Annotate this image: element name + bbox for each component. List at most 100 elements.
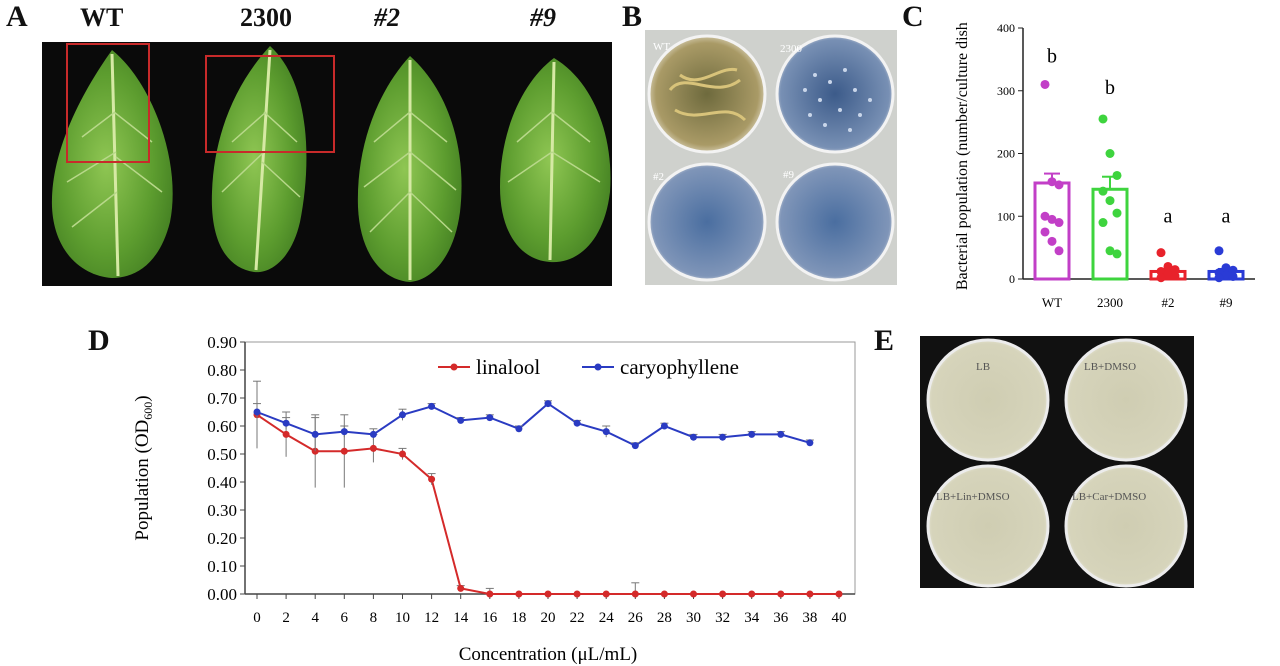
x-tick-label: 8 (370, 610, 378, 626)
dish-label-wt: WT (653, 41, 670, 53)
data-point-caryophyllene (282, 419, 290, 427)
legend-label: linalool (476, 355, 540, 379)
x-tick-label: 6 (341, 610, 349, 626)
dish-label-lb-car-dmso: LB+Car+DMSO (1072, 491, 1146, 503)
data-point-caryophyllene (428, 402, 436, 410)
data-point (1047, 236, 1057, 246)
y-tick-label: 0.10 (207, 557, 237, 576)
data-point-linalool (282, 430, 290, 438)
data-point-linalool (486, 590, 494, 598)
data-point (1040, 211, 1050, 221)
leaf-2300 (211, 46, 307, 273)
x-tick-label: 28 (657, 610, 672, 626)
panel-label-a: A (6, 0, 28, 33)
dish-lb (926, 338, 1050, 462)
y-tick-label: 0.60 (207, 417, 237, 436)
data-point-linalool (631, 590, 639, 598)
x-tick-label: WT (1042, 295, 1062, 310)
dish-2300 (775, 34, 895, 154)
data-point-caryophyllene (719, 433, 727, 441)
data-point-caryophyllene (457, 416, 465, 424)
dish-label-lb-dmso: LB+DMSO (1084, 361, 1136, 373)
data-point-caryophyllene (515, 425, 523, 433)
data-point (1221, 263, 1231, 273)
data-point-linalool (515, 590, 523, 598)
y-tick-label: 0.70 (207, 389, 237, 408)
data-point (1040, 227, 1050, 237)
y-tick-label: 0.20 (207, 529, 237, 548)
data-point-linalool (719, 590, 727, 598)
data-point (1047, 214, 1057, 224)
panel-label-d: D (88, 324, 110, 357)
data-point (1105, 149, 1115, 158)
data-point-caryophyllene (602, 428, 610, 436)
legend-marker (594, 363, 602, 371)
x-tick-label: 2 (282, 610, 290, 626)
significance-letter: b (1047, 46, 1057, 68)
data-point-linalool (602, 590, 610, 598)
data-point (1054, 218, 1064, 228)
y-tick-label: 0.90 (207, 333, 237, 352)
data-point-linalool (660, 590, 668, 598)
data-point (1214, 246, 1224, 256)
dish-9 (775, 162, 895, 282)
data-point (1112, 249, 1122, 259)
x-tick-label: 4 (311, 610, 319, 626)
data-point-linalool (777, 590, 785, 598)
data-point-caryophyllene (369, 430, 377, 438)
data-point-caryophyllene (748, 430, 756, 438)
y-tick-label: 0.80 (207, 361, 237, 380)
column-label-2300: 2300 (240, 3, 292, 32)
x-tick-label: 34 (744, 610, 760, 626)
significance-letter: a (1164, 206, 1173, 228)
panel-label-c: C (902, 0, 924, 33)
x-tick-label: 32 (715, 610, 730, 626)
highlight-box-wt (66, 43, 150, 163)
data-point (1221, 270, 1231, 280)
data-point (1054, 246, 1064, 256)
data-point (1112, 208, 1122, 218)
legend-label: caryophyllene (620, 355, 739, 379)
dish-lb-lin-dmso (926, 464, 1050, 588)
data-point-linalool (399, 450, 406, 458)
data-point (1098, 114, 1108, 124)
data-point-caryophyllene (573, 419, 581, 427)
data-point-linalool (428, 475, 436, 483)
y-tick-label: 0.40 (207, 473, 237, 492)
y-tick-label: 0 (1009, 272, 1015, 286)
data-point-linalool (748, 590, 756, 598)
bar-WT (1033, 181, 1071, 281)
x-tick-label: 14 (453, 610, 469, 626)
data-point (1105, 196, 1115, 206)
data-point (1228, 265, 1238, 275)
dish-label-lb: LB (976, 361, 990, 373)
leaf-9 (500, 58, 611, 263)
significance-letter: a (1222, 206, 1231, 228)
x-tick-label: 16 (482, 610, 498, 626)
column-label-2: #2 (374, 3, 400, 32)
data-point-caryophyllene (399, 411, 406, 419)
data-point-linalool (544, 590, 552, 598)
data-point-linalool (457, 584, 465, 592)
x-axis-title: Concentration (μL/mL) (459, 644, 638, 665)
data-point-linalool (690, 590, 697, 598)
data-point (1170, 271, 1180, 281)
data-point-linalool (806, 590, 814, 598)
dish-label-2300: 2300 (780, 43, 803, 55)
data-point-linalool (573, 590, 581, 598)
x-tick-label: 30 (686, 610, 701, 626)
data-point (1156, 248, 1166, 258)
series-line-caryophyllene (256, 402, 811, 447)
dish-label-9: #9 (783, 169, 795, 181)
column-label-9: #9 (530, 3, 556, 32)
dish-lb-dmso (1064, 338, 1188, 462)
data-point-linalool (340, 447, 348, 455)
data-point-caryophyllene (253, 408, 261, 416)
y-tick-label: 0.00 (207, 585, 237, 604)
data-point-caryophyllene (806, 439, 814, 447)
x-tick-label: 0 (253, 610, 261, 626)
y-tick-label: 300 (997, 84, 1015, 98)
data-point (1040, 79, 1050, 89)
data-point-caryophyllene (311, 430, 319, 438)
y-tick-label: 0.30 (207, 501, 237, 520)
